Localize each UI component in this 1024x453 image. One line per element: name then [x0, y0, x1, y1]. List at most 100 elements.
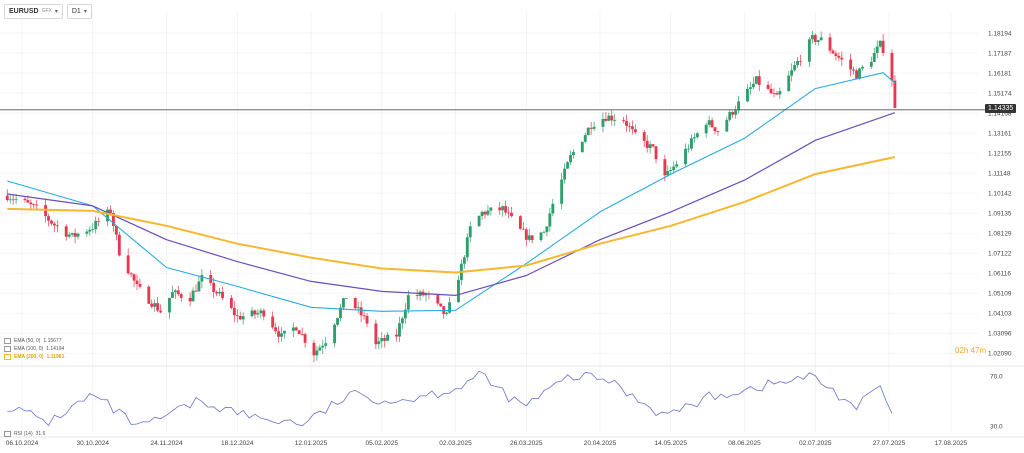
candle-body — [852, 69, 856, 71]
price-tick-label: 1.07122 — [988, 251, 1012, 258]
price-tick-label: 1.14168 — [988, 111, 1012, 118]
legend-item-ema200[interactable]: EMA (200, 0) 1.11961 — [4, 353, 64, 361]
chevron-down-icon: ▾ — [83, 8, 87, 15]
candle-body — [875, 46, 879, 54]
candle-body — [592, 126, 596, 129]
candle-body — [365, 315, 369, 324]
candle-body — [132, 274, 136, 281]
price-tick-label: 1.11148 — [988, 171, 1011, 178]
candle-body — [159, 310, 163, 313]
candle-body — [395, 334, 398, 337]
candle-body — [890, 52, 894, 81]
candle-body — [318, 347, 322, 351]
time-tick-label: 05.02.2025 — [366, 440, 399, 447]
time-tick-label: 08.06.2025 — [728, 440, 761, 447]
candle-body — [489, 207, 493, 211]
candle-body — [5, 195, 9, 201]
candle-body — [106, 209, 109, 222]
candle-body — [498, 207, 502, 211]
candle-body — [88, 229, 92, 232]
time-tick-label: 27.07.2025 — [873, 440, 906, 447]
candle-body — [47, 216, 50, 221]
candle-body — [672, 166, 676, 171]
rsi-label: RSI (14) — [14, 431, 33, 437]
price-tick-label: 1.06116 — [988, 271, 1011, 278]
candle-body — [336, 318, 339, 325]
legend-value: 1.11961 — [46, 354, 65, 360]
candle-body — [406, 295, 410, 310]
candle-body — [716, 131, 720, 133]
candle-body — [648, 144, 652, 148]
legend-item-ema50[interactable]: EMA (50, 0) 1.15677 — [4, 337, 64, 345]
candle-body — [501, 206, 505, 211]
candle-body — [97, 220, 101, 222]
candle-body — [858, 68, 861, 79]
candle-body — [26, 200, 30, 203]
candle-body — [707, 120, 711, 125]
candle-body — [377, 341, 381, 345]
candle-body — [692, 137, 696, 139]
candle-body — [518, 216, 522, 229]
candle-body — [569, 155, 572, 163]
candle-body — [465, 237, 469, 258]
time-tick-label: 20.04.2025 — [584, 440, 617, 447]
candle-body — [746, 88, 749, 102]
candle-body — [766, 84, 770, 89]
candle-body — [386, 334, 390, 341]
candle-body — [728, 112, 732, 120]
time-tick-label: 02.07.2025 — [799, 440, 832, 447]
candle-timer: 02h 47m — [955, 346, 987, 355]
candle-body — [551, 203, 555, 214]
indicator-icon — [4, 354, 11, 360]
candle-body — [486, 210, 490, 215]
time-tick-label: 02.03.2025 — [439, 440, 472, 447]
candle-body — [545, 226, 549, 232]
candle-body — [176, 290, 180, 295]
candle-body — [50, 220, 53, 224]
rsi-legend[interactable]: RSI (14) 31.6 — [4, 431, 45, 437]
legend-item-ema100[interactable]: EMA (100, 0) 1.14194 — [4, 345, 64, 353]
candle-body — [436, 294, 440, 304]
legend-label: EMA (100, 0) — [14, 346, 44, 352]
symbol-selector[interactable]: EURUSD GFX ▾ — [4, 3, 63, 19]
symbol-source: GFX — [41, 8, 52, 14]
candle-body — [359, 307, 363, 316]
candle-body — [117, 234, 121, 256]
legend-label: EMA (200, 0) — [14, 354, 44, 360]
legend-label: EMA (50, 0) — [14, 338, 41, 344]
candle-body — [173, 290, 177, 293]
indicator-icon — [4, 338, 11, 344]
candle-body — [168, 297, 171, 313]
candle-body — [607, 115, 611, 121]
candle-body — [374, 323, 378, 345]
candle-body — [135, 280, 139, 284]
candle-body — [153, 303, 157, 307]
candle-body — [521, 228, 525, 230]
candle-body — [179, 294, 183, 298]
candle-body — [415, 295, 419, 296]
candle-body — [813, 34, 817, 42]
time-tick-label: 30.10.2024 — [77, 440, 110, 447]
candle-body — [339, 307, 342, 319]
candle-body — [831, 50, 835, 54]
candle-body — [274, 327, 278, 332]
timeframe-selector[interactable]: D1 ▾ — [66, 3, 92, 19]
candle-body — [651, 144, 655, 147]
price-tick-label: 1.15174 — [988, 91, 1012, 98]
candle-body — [893, 80, 897, 109]
candle-body — [55, 225, 59, 227]
candle-body — [645, 140, 649, 148]
candle-body — [754, 76, 758, 84]
candle-body — [695, 133, 699, 138]
candle-body — [126, 255, 130, 274]
candle-body — [548, 213, 552, 227]
ema-100-line — [7, 112, 896, 296]
time-tick-label: 17.08.2025 — [935, 440, 968, 447]
candle-body — [604, 118, 608, 121]
candle-body — [109, 209, 112, 214]
candle-body — [689, 138, 693, 149]
candle-body — [221, 291, 224, 298]
candle-body — [70, 233, 74, 235]
candle-body — [170, 292, 174, 298]
